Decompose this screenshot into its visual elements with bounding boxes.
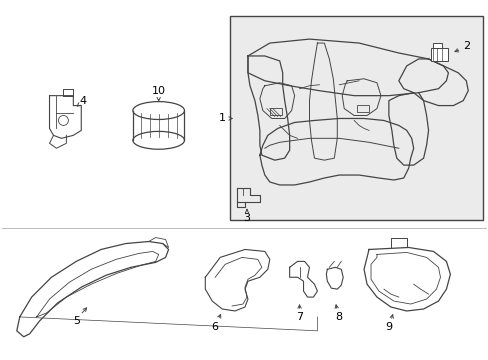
Bar: [356, 105, 368, 112]
Text: 9: 9: [385, 322, 392, 332]
Bar: [429, 48, 447, 61]
Text: 7: 7: [295, 312, 303, 322]
Text: 10: 10: [151, 86, 165, 96]
Text: 6: 6: [211, 322, 218, 332]
Bar: [432, 43, 442, 48]
Text: 8: 8: [335, 312, 342, 322]
Text: 2: 2: [462, 41, 469, 51]
Text: 5: 5: [73, 316, 80, 326]
Bar: [230, 16, 482, 220]
Text: 3: 3: [243, 213, 250, 223]
Text: 1: 1: [218, 113, 225, 123]
Bar: [269, 108, 281, 114]
Text: 4: 4: [80, 96, 87, 105]
